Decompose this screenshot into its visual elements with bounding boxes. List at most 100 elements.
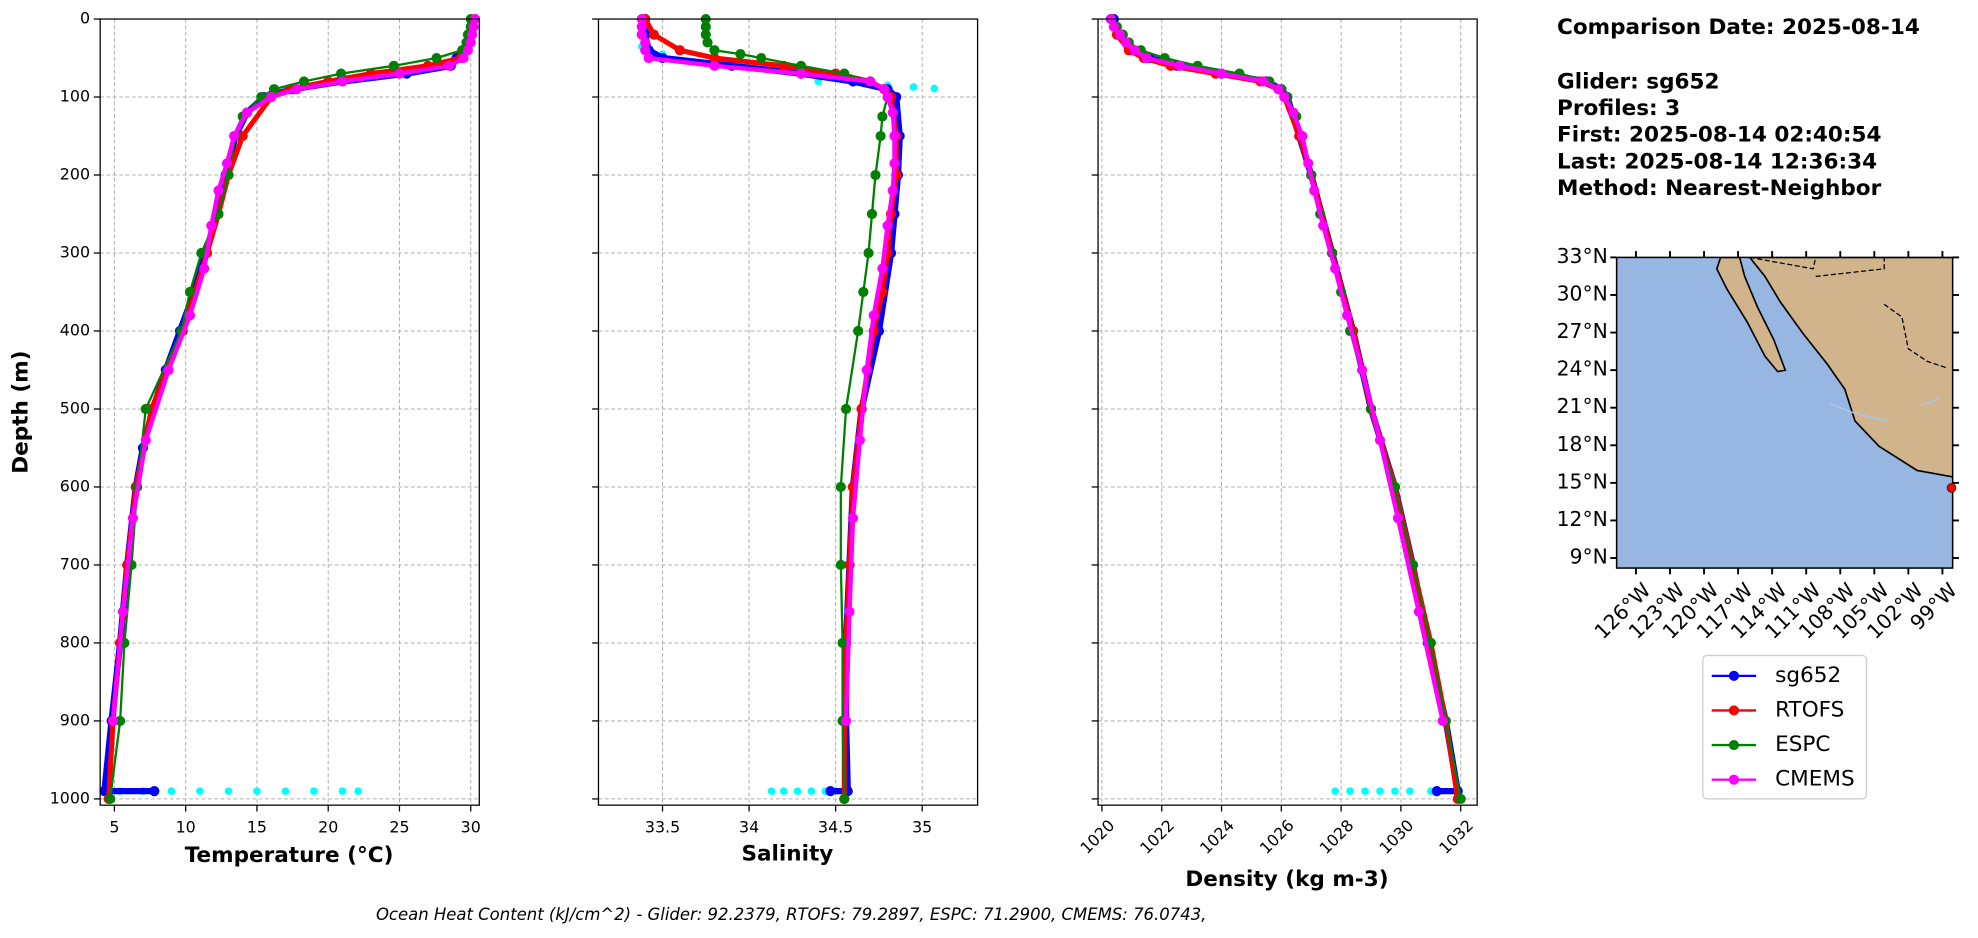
profile-marker [861, 364, 872, 376]
profile-marker [229, 130, 240, 142]
profile-marker [875, 130, 886, 142]
axes-frame [597, 18, 979, 806]
profile-marker [889, 158, 900, 169]
legend-label: ESPC [1775, 732, 1830, 757]
rivers [1829, 397, 1941, 422]
profile-marker [468, 21, 479, 32]
y-tick-label: 500 [60, 398, 90, 417]
map-y-tick-label: 9°N [1570, 545, 1608, 569]
raw-point [779, 787, 788, 795]
legend-box [1702, 654, 1868, 800]
x-tick-label: 1028 [1316, 816, 1358, 858]
profile-marker [877, 263, 888, 274]
x-tick-label: 1024 [1196, 816, 1238, 858]
profile-marker [1258, 76, 1269, 87]
profile-marker [1330, 263, 1341, 274]
profile-marker [868, 310, 879, 321]
profile-marker [107, 715, 119, 727]
profile-marker [853, 325, 864, 337]
y-tick-label: 600 [60, 476, 90, 495]
profile-marker [444, 60, 455, 71]
profile-line [101, 18, 479, 795]
profile-marker [1141, 52, 1152, 64]
profile-marker [839, 793, 850, 804]
legend-label: CMEMS [1775, 767, 1855, 792]
profile-marker [1356, 364, 1368, 376]
profile-marker [640, 45, 651, 56]
profile-marker [163, 364, 174, 376]
profile-marker [877, 111, 888, 122]
profile-marker [1374, 435, 1386, 446]
profile-marker [735, 49, 746, 60]
profile-marker [840, 715, 852, 727]
profile-marker [865, 76, 876, 87]
profile-marker [1392, 513, 1404, 524]
raw-point [196, 787, 204, 795]
x-tick-label: 5 [109, 817, 119, 836]
profile-marker [870, 169, 881, 181]
profile-marker [674, 45, 685, 56]
profile-marker [1216, 68, 1227, 79]
profile-marker [467, 29, 478, 40]
legend-marker [1728, 739, 1739, 751]
profile-marker [149, 786, 160, 797]
raw-point [1376, 787, 1384, 795]
profile-marker [196, 247, 207, 259]
profile-marker [700, 21, 711, 32]
profile-marker [795, 68, 807, 79]
x-axis-label: Temperature (°C) [185, 843, 394, 868]
x-tick-label: 10 [176, 817, 196, 836]
x-tick-label: 30 [461, 817, 481, 836]
profile-marker [1279, 91, 1290, 103]
map-y-tick-label: 12°N [1557, 507, 1608, 531]
profile-marker [1114, 29, 1125, 40]
map [1615, 256, 1954, 569]
x-tick-label: 1030 [1375, 816, 1417, 858]
legend-marker [1728, 774, 1739, 785]
profile-marker [648, 29, 659, 40]
y-tick-label: 800 [60, 632, 90, 651]
glider-position [1946, 483, 1957, 493]
raw-point [1391, 787, 1399, 795]
raw-point [310, 787, 318, 795]
profile-marker [702, 37, 713, 48]
profile-marker [184, 286, 196, 298]
profile-marker [795, 60, 807, 71]
profile-marker [394, 68, 405, 79]
y-tick-label: 100 [60, 87, 90, 106]
legend-label: RTOFS [1775, 697, 1844, 722]
profile-line [639, 19, 897, 722]
mainland [1748, 257, 1953, 478]
raw-point [807, 787, 816, 795]
profile-marker [1413, 606, 1424, 617]
x-axis-label: Density (kg m-3) [1185, 867, 1388, 892]
profile-marker [105, 793, 116, 804]
profile-marker [127, 513, 139, 524]
profile-marker [117, 606, 129, 617]
profile-marker [268, 84, 280, 95]
profile-marker [847, 513, 859, 524]
raw-point [1331, 787, 1339, 795]
raw-point [253, 787, 261, 795]
profile-marker [854, 435, 865, 446]
raw-point [354, 787, 362, 795]
map-y-tick-label: 33°N [1557, 244, 1608, 268]
y-tick-label: 900 [60, 710, 90, 729]
profile-marker [206, 220, 217, 231]
profile-marker [1303, 158, 1314, 169]
profile-marker [237, 130, 248, 142]
map-y-tick-label: 18°N [1557, 432, 1608, 456]
profile-marker [462, 45, 473, 56]
x-tick-label: 1032 [1435, 816, 1477, 858]
legend-label: sg652 [1775, 663, 1841, 688]
profile-marker [844, 606, 855, 617]
x-tick-label: 34.5 [818, 817, 853, 836]
y-axis-label: Depth (m) [9, 350, 34, 473]
y-tick-label: 0 [80, 9, 90, 28]
profile-marker [266, 91, 277, 103]
profile-marker [756, 52, 767, 64]
profile-marker [882, 220, 893, 231]
profile-marker [866, 208, 878, 220]
profile-marker [298, 76, 310, 87]
profile-line [1110, 17, 1461, 795]
